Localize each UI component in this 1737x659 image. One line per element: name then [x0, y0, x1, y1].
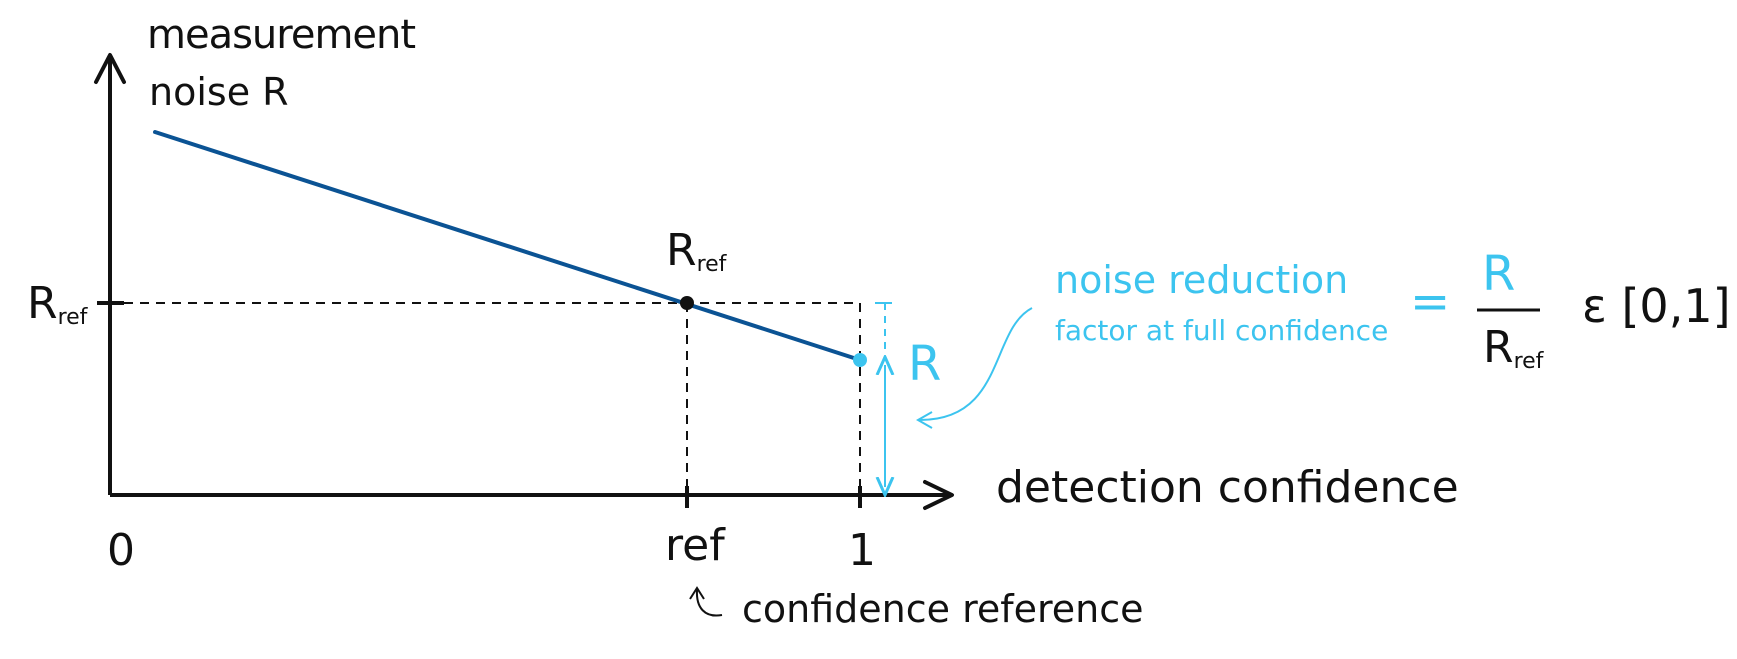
- noise-reduction-pointer: [919, 307, 1033, 421]
- ref-point-label: Rref: [666, 225, 728, 277]
- x-tick-label-one: 1: [848, 525, 876, 576]
- x-axis-arrowhead: [923, 480, 954, 510]
- formula-interval: ε [0,1]: [1582, 279, 1731, 333]
- ref-point-label-sub: ref: [697, 252, 728, 277]
- noise-reduction-subtitle: factor at full confidence: [1055, 314, 1388, 347]
- y-tick-label: Rref: [27, 278, 89, 330]
- confidence-reference-note: confidence reference: [742, 587, 1144, 631]
- fraction-numerator: R: [1482, 246, 1515, 302]
- fraction-denominator: Rref: [1483, 322, 1545, 374]
- x-tick-label-zero: 0: [107, 525, 135, 576]
- noise-line: [153, 130, 862, 362]
- noise-reduction-title: noise reduction: [1055, 258, 1348, 302]
- confidence-reference-arrowhead: [689, 586, 705, 600]
- confidence-reference-arrow: [695, 589, 723, 617]
- y-axis-arrowhead: [94, 53, 126, 84]
- x-tick-label-ref: ref: [665, 520, 726, 571]
- fraction-denominator-sub: ref: [1514, 349, 1545, 374]
- y-tick-label-sub: ref: [58, 305, 89, 330]
- fraction-denominator-main: R: [1483, 322, 1514, 373]
- x-axis-label: detection confidence: [996, 462, 1459, 513]
- formula-equals: =: [1410, 274, 1450, 330]
- y-axis-label-line1: measurement: [147, 12, 415, 58]
- full-confidence-point: [853, 353, 867, 367]
- noise-reduction-pointer-head: [915, 411, 933, 429]
- ref-point: [680, 296, 694, 310]
- y-tick-label-main: R: [27, 278, 58, 329]
- ref-point-label-main: R: [666, 225, 697, 276]
- r-magnitude-label: R: [908, 336, 941, 392]
- y-axis-label-line2: noise R: [149, 70, 289, 114]
